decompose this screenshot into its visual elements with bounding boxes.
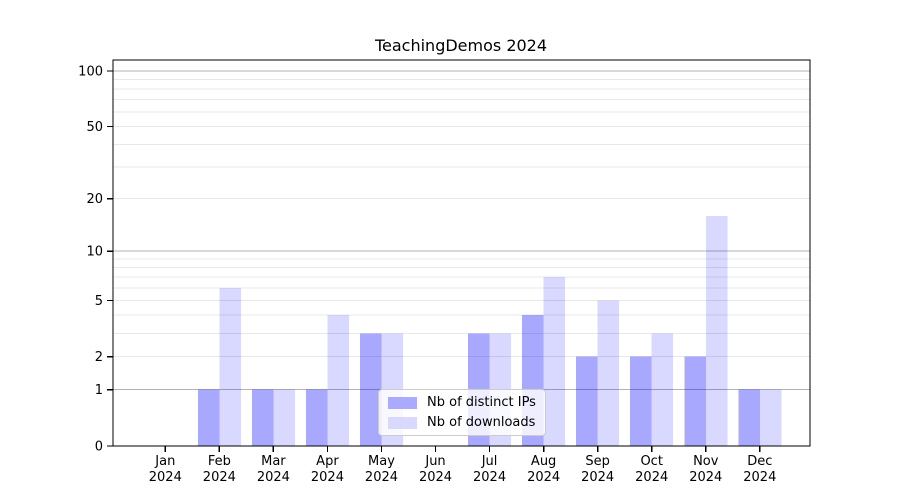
- chart-title: TeachingDemos 2024: [374, 36, 547, 55]
- bar-feb-downloads: [219, 287, 241, 446]
- y-tick-label: 100: [78, 65, 103, 80]
- x-tick-label-year: 2024: [419, 470, 452, 485]
- x-tick-label-month: Sep: [585, 454, 610, 469]
- x-tick-label-month: Nov: [693, 454, 719, 469]
- x-tick-label-month: Mar: [261, 454, 286, 469]
- legend-swatch-downloads: [388, 416, 417, 429]
- x-tick-label-year: 2024: [743, 470, 776, 485]
- bar-nov-ips: [684, 356, 706, 446]
- bar-sep-downloads: [597, 300, 620, 446]
- bar-apr-downloads: [327, 315, 349, 446]
- bar-dec-downloads: [759, 389, 782, 446]
- bar-mar-downloads: [273, 389, 295, 446]
- y-tick-label: 50: [86, 120, 103, 135]
- x-tick-label-year: 2024: [581, 470, 614, 485]
- legend-item-distinct-ips: Nb of distinct IPs: [388, 395, 536, 410]
- x-tick-label-month: Jun: [424, 454, 445, 469]
- bar-oct-downloads: [651, 333, 674, 446]
- x-tick-label-year: 2024: [473, 470, 506, 485]
- bar-nov-downloads: [705, 215, 728, 446]
- x-tick-label-year: 2024: [257, 470, 290, 485]
- x-tick-label-month: Dec: [747, 454, 772, 469]
- bar-may-ips: [359, 333, 382, 446]
- bar-feb-ips: [197, 389, 220, 446]
- legend-item-downloads: Nb of downloads: [388, 415, 536, 430]
- bar-oct-ips: [630, 356, 652, 446]
- x-tick-label-year: 2024: [149, 470, 182, 485]
- bar-dec-ips: [738, 389, 760, 446]
- plot-border: [112, 59, 811, 447]
- x-tick-label-year: 2024: [203, 470, 236, 485]
- x-tick-label-year: 2024: [365, 470, 398, 485]
- x-tick-label-year: 2024: [311, 470, 344, 485]
- y-tick-label: 0: [95, 440, 103, 455]
- x-tick-label-month: May: [368, 454, 395, 469]
- legend-swatch-distinct-ips: [388, 396, 417, 409]
- y-tick-label: 5: [95, 294, 103, 309]
- x-tick-label-year: 2024: [527, 470, 560, 485]
- y-tick-label: 1: [95, 383, 103, 398]
- x-tick-label-month: Aug: [531, 454, 556, 469]
- axes: 0125102050100Jan2024Feb2024Mar2024Apr202…: [78, 59, 811, 485]
- gridlines: [113, 70, 810, 391]
- x-tick-label-month: Jan: [154, 454, 175, 469]
- bar-sep-ips: [576, 356, 598, 446]
- x-tick-label-year: 2024: [689, 470, 722, 485]
- x-tick-label-month: Apr: [316, 454, 339, 469]
- bar-apr-ips: [305, 389, 328, 446]
- x-tick-label-month: Jul: [481, 454, 498, 469]
- x-tick-label-year: 2024: [635, 470, 668, 485]
- y-tick-label: 20: [86, 192, 103, 207]
- x-tick-label-month: Feb: [208, 454, 231, 469]
- bar-mar-ips: [251, 389, 274, 446]
- legend-label-downloads: Nb of downloads: [427, 415, 536, 430]
- x-tick-label-month: Oct: [640, 454, 662, 469]
- bar-aug-downloads: [543, 277, 566, 446]
- y-tick-label: 2: [95, 350, 103, 365]
- y-tick-label: 10: [86, 245, 103, 260]
- legend: Nb of distinct IPs Nb of downloads: [378, 389, 546, 436]
- legend-label-distinct-ips: Nb of distinct IPs: [427, 395, 536, 410]
